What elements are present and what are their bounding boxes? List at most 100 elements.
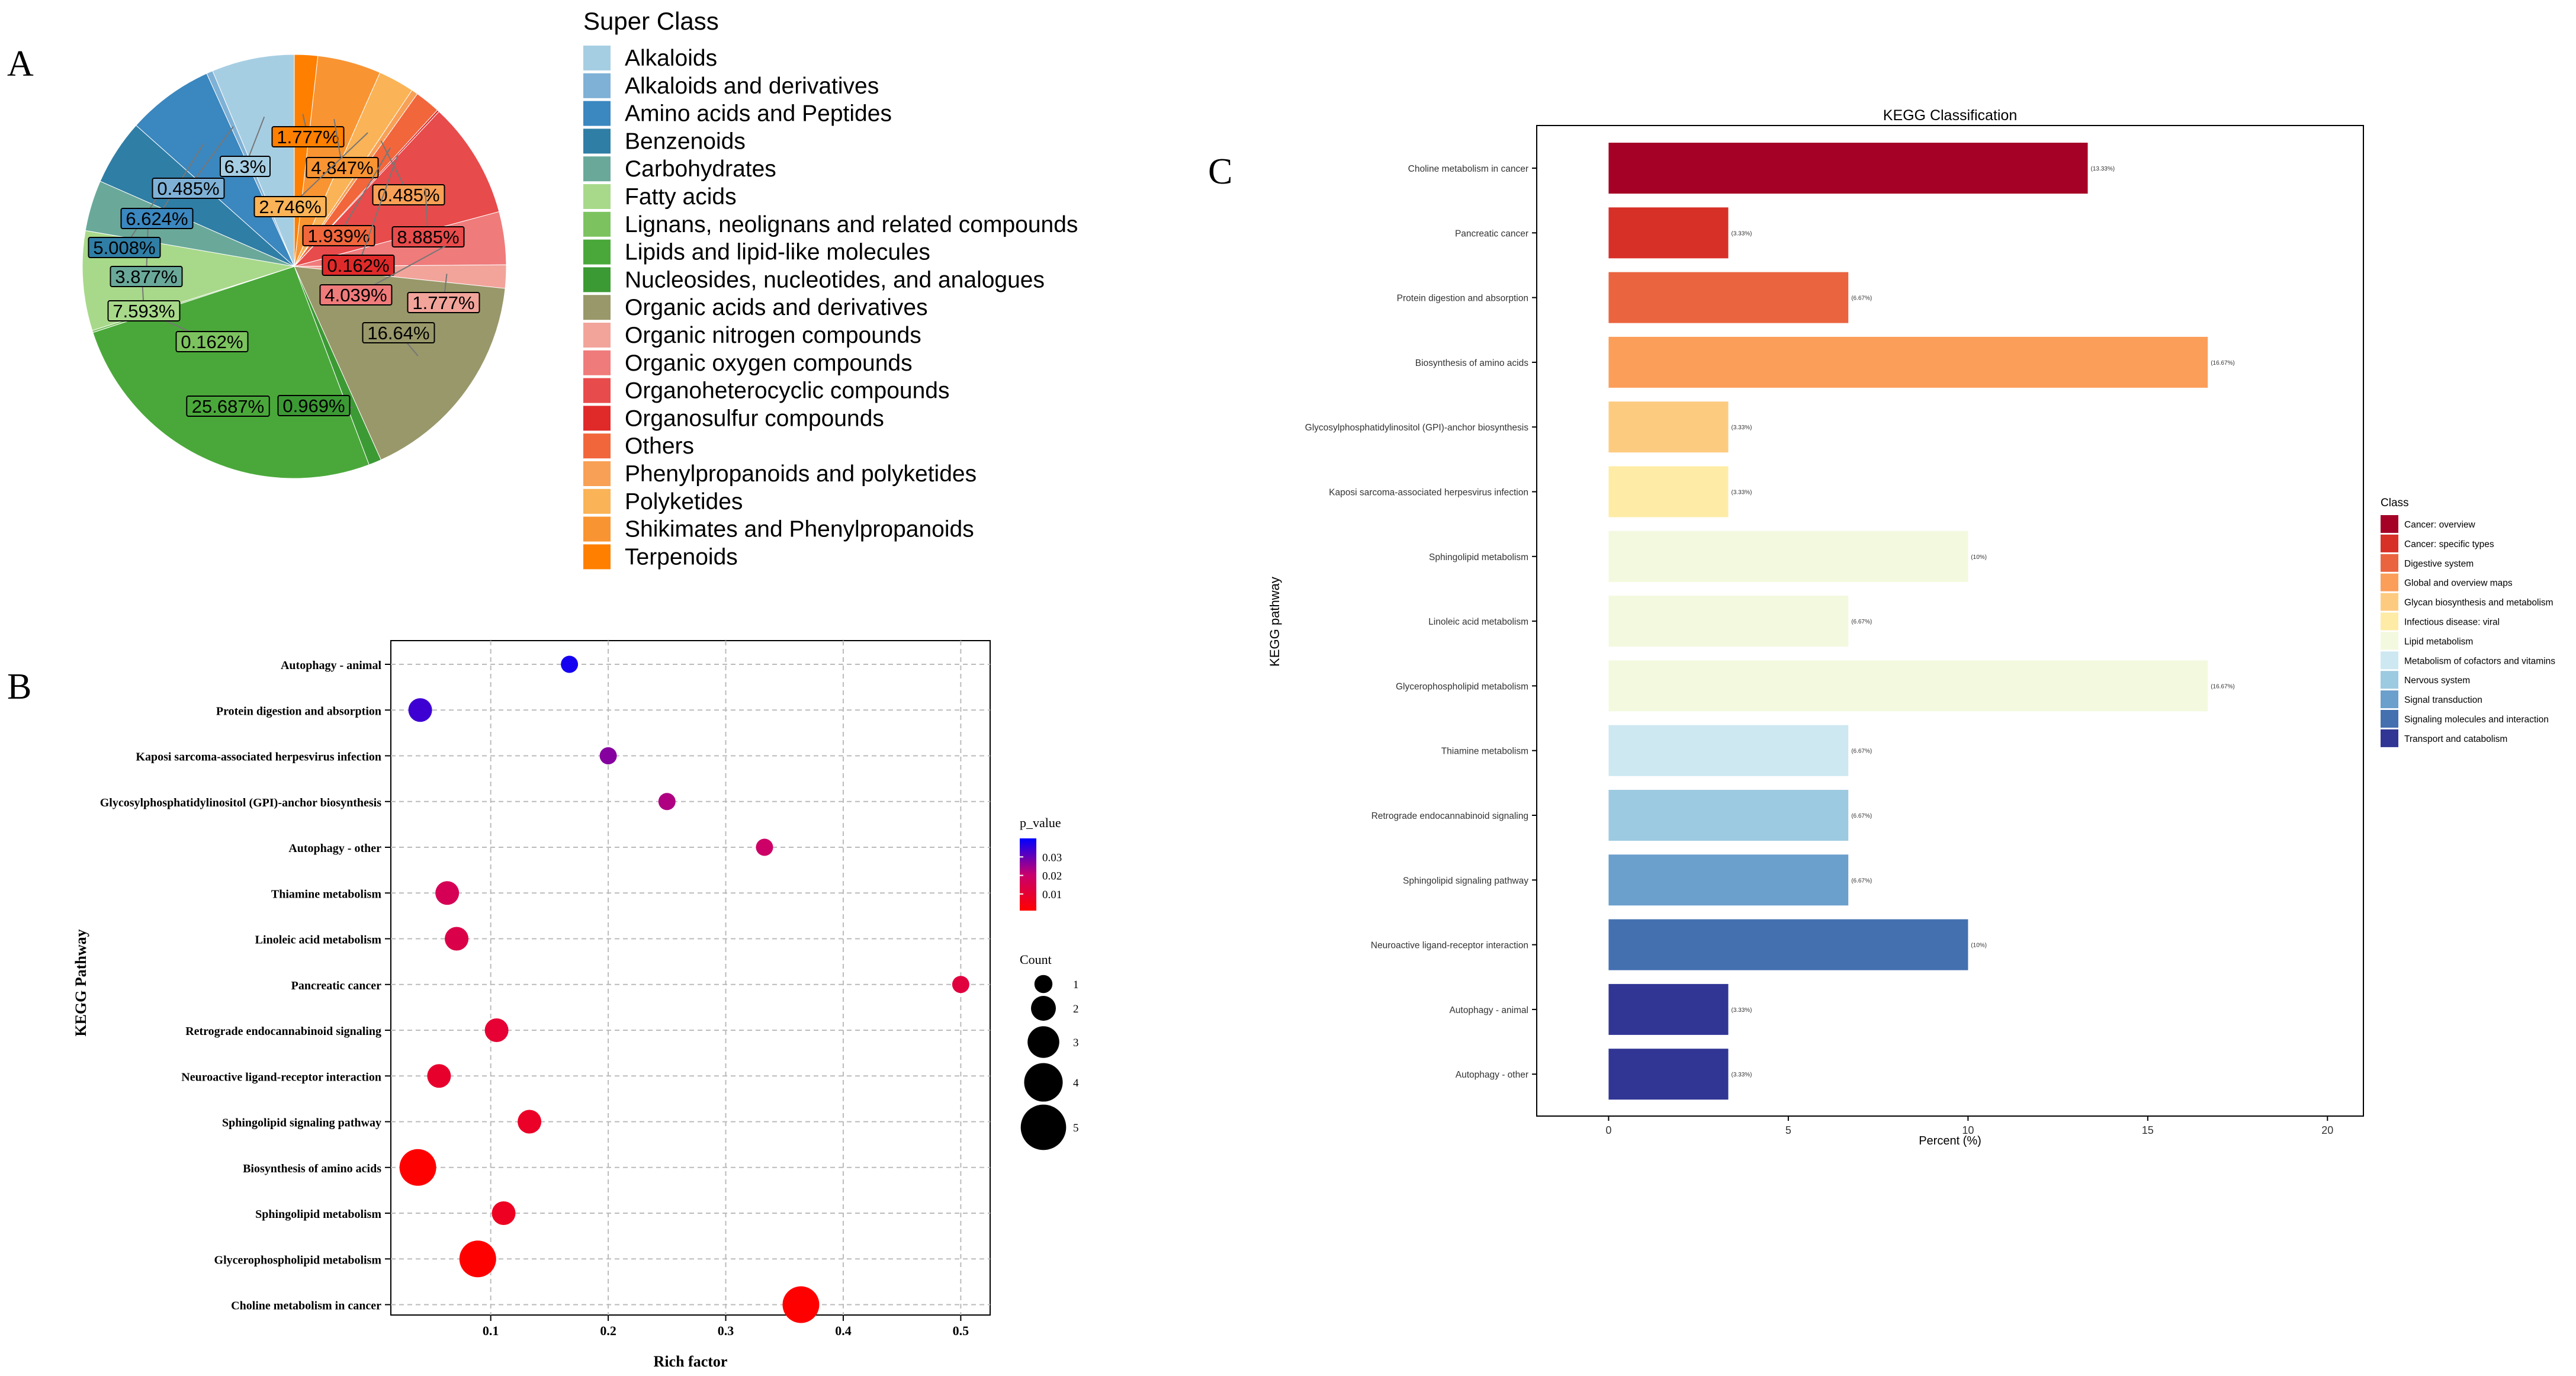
dot-plot-ylabel-sphingolipid-metabolism: Sphingolipid metabolism bbox=[255, 1208, 381, 1221]
count-legend-label: 1 bbox=[1073, 979, 1079, 991]
dot-point-neuroactive-ligand-receptor-interaction bbox=[427, 1064, 451, 1088]
bar-ylabel-thiamine-metabolism: Thiamine metabolism bbox=[1441, 747, 1528, 757]
bar-sphingolipid-metabolism bbox=[1608, 531, 1968, 582]
class-legend-key-metabolism-of-cofactors-and-vitamins bbox=[2381, 651, 2398, 670]
bar-glycosylphosphatidylinositol-gpi-anchor-biosynthesis bbox=[1608, 401, 1729, 453]
class-legend-key-glycan-biosynthesis-and-metabolism bbox=[2381, 593, 2398, 611]
dot-plot-ylabel-glycosylphosphatidylinositol-gpi-anchor-biosynthesis: Glycosylphosphatidylinositol (GPI)-ancho… bbox=[100, 796, 382, 809]
pie-label-benzenoids: 5.008% bbox=[93, 237, 155, 258]
dot-plot-ylabel-sphingolipid-signaling-pathway: Sphingolipid signaling pathway bbox=[222, 1117, 381, 1130]
pie-label-lignans-neolignans-and-related-compounds: 0.162% bbox=[181, 332, 243, 352]
bar-ylabel-protein-digestion-and-absorption: Protein digestion and absorption bbox=[1397, 294, 1528, 304]
pie-legend-key-alkaloids bbox=[583, 46, 611, 70]
pie-legend-label-shikimates-and-phenylpropanoids: Shikimates and Phenylpropanoids bbox=[625, 517, 974, 542]
dot-plot-xtick-label: 0.2 bbox=[600, 1323, 616, 1338]
class-legend-label-signaling-molecules-and-interaction: Signaling molecules and interaction bbox=[2404, 715, 2549, 725]
bar-glycerophospholipid-metabolism bbox=[1608, 660, 2208, 712]
pie-legend-key-organosulfur-compounds bbox=[583, 406, 611, 431]
dot-plot-xtick-label: 0.5 bbox=[953, 1323, 969, 1338]
bar-rects bbox=[1608, 143, 2208, 1100]
bar-ylabel-glycosylphosphatidylinositol-gpi-anchor-biosynthesis: Glycosylphosphatidylinositol (GPI)-ancho… bbox=[1305, 423, 1529, 433]
count-legend-dot bbox=[1027, 1026, 1059, 1058]
bar-value-label-pancreatic-cancer: (3.33%) bbox=[1732, 230, 1752, 237]
pie-legend-key-others bbox=[583, 433, 611, 459]
bar-autophagy-animal bbox=[1608, 983, 1729, 1035]
dot-point-choline-metabolism-in-cancer bbox=[782, 1286, 820, 1323]
class-legend-key-infectious-disease-viral bbox=[2381, 612, 2398, 631]
pie-legend-key-fatty-acids bbox=[583, 184, 611, 209]
panel-label-c: C bbox=[1208, 152, 1232, 192]
bar-value-label-sphingolipid-metabolism: (10%) bbox=[1971, 554, 1987, 561]
bar-value-label-linoleic-acid-metabolism: (6.67%) bbox=[1851, 619, 1872, 625]
pie-legend-label-organic-nitrogen-compounds: Organic nitrogen compounds bbox=[625, 323, 921, 348]
bar-xtick-label: 5 bbox=[1785, 1124, 1791, 1136]
bar-chart-xlabel: Percent (%) bbox=[1919, 1134, 1981, 1147]
dot-plot-ylabel-choline-metabolism-in-cancer: Choline metabolism in cancer bbox=[231, 1300, 381, 1313]
bar-value-label-kaposi-sarcoma-associated-herpesvirus-infection: (3.33%) bbox=[1732, 490, 1752, 496]
dot-plot-xtick-label: 0.3 bbox=[718, 1323, 734, 1338]
class-legend-label-digestive-system: Digestive system bbox=[2404, 559, 2474, 569]
pie-legend-label-nucleosides-nucleotides-and-analogues: Nucleosides, nucleotides, and analogues bbox=[625, 267, 1045, 292]
bar-kaposi-sarcoma-associated-herpesvirus-infection bbox=[1608, 466, 1729, 517]
class-legend-label-cancer-overview: Cancer: overview bbox=[2404, 520, 2476, 530]
bar-value-label-glycosylphosphatidylinositol-gpi-anchor-biosynthesis: (3.33%) bbox=[1732, 425, 1752, 431]
bar-xtick-label: 15 bbox=[2142, 1124, 2154, 1136]
bar-value-label-choline-metabolism-in-cancer: (13.33%) bbox=[2091, 166, 2115, 172]
class-legend: Cancer: overview Cancer: specific types Di… bbox=[2381, 515, 2555, 747]
count-legend-dot bbox=[1031, 996, 1056, 1021]
class-legend-label-global-and-overview-maps: Global and overview maps bbox=[2404, 578, 2513, 589]
pie-label-box bbox=[88, 237, 161, 258]
class-legend-label-glycan-biosynthesis-and-metabolism: Glycan biosynthesis and metabolism bbox=[2404, 598, 2553, 608]
bar-ylabel-choline-metabolism-in-cancer: Choline metabolism in cancer bbox=[1408, 164, 1528, 174]
pie-legend-label-organoheterocyclic-compounds: Organoheterocyclic compounds bbox=[625, 378, 949, 404]
pie-label-fatty-acids: 7.593% bbox=[113, 301, 175, 322]
dot-plot-ylabel-autophagy-animal: Autophagy - animal bbox=[281, 659, 381, 672]
pie-legend-key-organic-nitrogen-compounds bbox=[583, 323, 611, 348]
pie-legend-key-polyketides bbox=[583, 488, 611, 514]
class-legend-label-lipid-metabolism: Lipid metabolism bbox=[2404, 636, 2473, 647]
dot-plot-ylabel-kaposi-sarcoma-associated-herpesvirus-infection: Kaposi sarcoma-associated herpesvirus in… bbox=[136, 751, 381, 764]
class-legend-label-signal-transduction: Signal transduction bbox=[2404, 695, 2482, 705]
p-value-colorbar bbox=[1020, 838, 1036, 911]
dot-plot-y-tick-labels: Autophagy - animal Protein digestion and … bbox=[100, 659, 391, 1313]
class-legend-key-digestive-system bbox=[2381, 554, 2398, 572]
pie-legend-label-alkaloids: Alkaloids bbox=[625, 46, 717, 71]
pie-label-box bbox=[407, 292, 480, 313]
kegg-classification-bar-chart: KEGG Classification Choline metabolism i… bbox=[1267, 107, 2555, 1147]
pie-label-polyketides: 2.746% bbox=[259, 197, 321, 217]
pie-legend-label-organosulfur-compounds: Organosulfur compounds bbox=[625, 406, 884, 431]
pie-legend-label-amino-acids-and-peptides: Amino acids and Peptides bbox=[625, 101, 892, 127]
dot-plot-ylabel-neuroactive-ligand-receptor-interaction: Neuroactive ligand-receptor interaction bbox=[181, 1070, 381, 1084]
bar-value-label-protein-digestion-and-absorption: (6.67%) bbox=[1851, 295, 1872, 302]
class-legend-key-signaling-molecules-and-interaction bbox=[2381, 710, 2398, 728]
dot-plot-ylabel-retrograde-endocannabinoid-signaling: Retrograde endocannabinoid signaling bbox=[185, 1025, 381, 1038]
pie-legend-title: Super Class bbox=[583, 7, 719, 35]
dot-plot-ylabel-protein-digestion-and-absorption: Protein digestion and absorption bbox=[216, 705, 381, 718]
pie-legend-key-lignans-neolignans-and-related-compounds bbox=[583, 211, 611, 237]
count-legend-dot bbox=[1024, 1063, 1063, 1102]
dot-plot-ylabel-thiamine-metabolism: Thiamine metabolism bbox=[271, 888, 381, 901]
class-legend-key-transport-and-catabolism bbox=[2381, 729, 2398, 747]
dot-point-thiamine-metabolism bbox=[435, 881, 460, 905]
bar-value-label-autophagy-other: (3.33%) bbox=[1732, 1072, 1752, 1078]
bar-ylabel-neuroactive-ligand-receptor-interaction: Neuroactive ligand-receptor interaction bbox=[1371, 941, 1528, 951]
bar-value-label-neuroactive-ligand-receptor-interaction: (10%) bbox=[1971, 943, 1987, 949]
pie-legend-key-alkaloids-and-derivatives bbox=[583, 73, 611, 98]
pie-label-leader bbox=[290, 132, 368, 207]
pie-label-leader bbox=[338, 147, 391, 236]
pie-legend-key-lipids-and-lipid-like-molecules bbox=[583, 239, 611, 265]
bar-neuroactive-ligand-receptor-interaction bbox=[1608, 919, 1968, 970]
pie-label-phenylpropanoids-and-polyketides: 0.485% bbox=[377, 185, 439, 205]
bar-ylabel-kaposi-sarcoma-associated-herpesvirus-infection: Kaposi sarcoma-associated herpesvirus in… bbox=[1329, 488, 1528, 498]
pie-label-organic-oxygen-compounds: 4.039% bbox=[325, 285, 387, 306]
pie-legend-label-terpenoids: Terpenoids bbox=[625, 544, 738, 570]
bar-ylabel-sphingolipid-signaling-pathway: Sphingolipid signaling pathway bbox=[1403, 876, 1528, 886]
bar-value-label-thiamine-metabolism: (6.67%) bbox=[1851, 748, 1872, 755]
bar-ylabel-glycerophospholipid-metabolism: Glycerophospholipid metabolism bbox=[1396, 681, 1528, 692]
pie-label-box bbox=[107, 300, 181, 322]
pie-label-organosulfur-compounds: 0.162% bbox=[327, 255, 389, 276]
dot-plot-points bbox=[399, 655, 969, 1323]
count-legend-dot bbox=[1020, 1104, 1067, 1150]
bar-choline-metabolism-in-cancer bbox=[1608, 143, 2088, 194]
